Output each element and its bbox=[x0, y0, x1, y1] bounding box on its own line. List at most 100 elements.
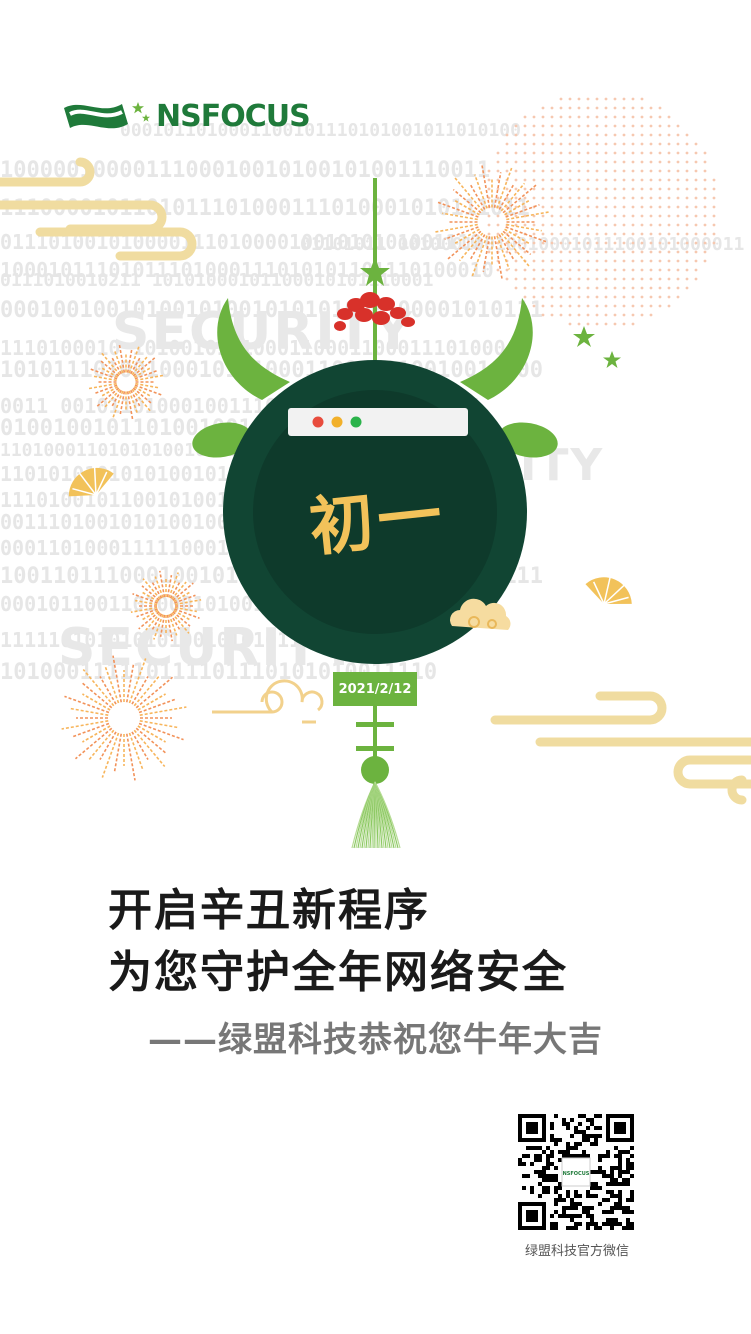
dot bbox=[487, 223, 491, 227]
dot bbox=[649, 151, 653, 155]
dot bbox=[550, 106, 554, 110]
dot bbox=[667, 304, 671, 308]
dot bbox=[559, 313, 563, 317]
dot bbox=[694, 151, 698, 155]
dot bbox=[622, 151, 626, 155]
dot bbox=[712, 223, 716, 227]
firework bbox=[61, 655, 187, 781]
dot bbox=[586, 196, 590, 200]
dot bbox=[523, 214, 527, 218]
dot bbox=[604, 124, 608, 128]
dot bbox=[676, 196, 680, 200]
dot bbox=[631, 259, 635, 263]
dot bbox=[541, 142, 545, 146]
binary-row: 1000001000011100010010100101001110011 bbox=[0, 160, 491, 182]
dot bbox=[667, 268, 671, 272]
dot bbox=[685, 241, 689, 245]
dot bbox=[577, 241, 581, 245]
dot bbox=[649, 277, 653, 281]
dot bbox=[523, 169, 527, 173]
dot bbox=[694, 196, 698, 200]
dot bbox=[676, 160, 680, 164]
dot bbox=[541, 232, 545, 236]
dot bbox=[595, 277, 599, 281]
dot bbox=[613, 187, 617, 191]
dot bbox=[568, 160, 572, 164]
dot bbox=[613, 322, 617, 326]
dot bbox=[694, 169, 698, 173]
dot bbox=[640, 223, 644, 227]
dot bbox=[604, 304, 608, 308]
dot bbox=[523, 268, 527, 272]
dot bbox=[514, 286, 518, 290]
dot bbox=[658, 241, 662, 245]
dot bbox=[577, 169, 581, 173]
dot bbox=[586, 259, 590, 263]
dot bbox=[694, 142, 698, 146]
dot bbox=[694, 241, 698, 245]
dot bbox=[613, 304, 617, 308]
dot bbox=[559, 295, 563, 299]
dot bbox=[622, 205, 626, 209]
dot bbox=[631, 286, 635, 290]
dot bbox=[577, 205, 581, 209]
dot bbox=[604, 115, 608, 119]
dot bbox=[631, 268, 635, 272]
dot bbox=[676, 295, 680, 299]
dot bbox=[712, 178, 716, 182]
dot bbox=[523, 124, 527, 128]
dot bbox=[487, 214, 491, 218]
dot bbox=[613, 232, 617, 236]
dot bbox=[622, 223, 626, 227]
dot bbox=[667, 196, 671, 200]
dot bbox=[595, 268, 599, 272]
dot bbox=[613, 259, 617, 263]
bar-ornament bbox=[356, 746, 394, 751]
dot bbox=[559, 277, 563, 281]
dot bbox=[622, 142, 626, 146]
dot bbox=[667, 115, 671, 119]
dot bbox=[631, 223, 635, 227]
dot bbox=[667, 205, 671, 209]
dot bbox=[550, 169, 554, 173]
dot bbox=[604, 268, 608, 272]
dot bbox=[505, 133, 509, 137]
firework bbox=[130, 570, 202, 642]
dot bbox=[667, 241, 671, 245]
dot bbox=[595, 304, 599, 308]
dot bbox=[523, 151, 527, 155]
dot bbox=[604, 178, 608, 182]
dot bbox=[604, 232, 608, 236]
dot bbox=[541, 304, 545, 308]
dot bbox=[631, 250, 635, 254]
dot bbox=[604, 142, 608, 146]
dot bbox=[649, 268, 653, 272]
dot bbox=[658, 223, 662, 227]
dot bbox=[685, 178, 689, 182]
dot bbox=[703, 223, 707, 227]
dot bbox=[595, 223, 599, 227]
dot bbox=[604, 259, 608, 263]
dot bbox=[559, 205, 563, 209]
dot bbox=[559, 97, 563, 101]
dot bbox=[622, 295, 626, 299]
date-label: 2021/2/12 bbox=[338, 681, 412, 697]
dot bbox=[568, 223, 572, 227]
dot bbox=[667, 232, 671, 236]
dot bbox=[541, 214, 545, 218]
dot bbox=[514, 277, 518, 281]
dot bbox=[550, 313, 554, 317]
dot bbox=[613, 241, 617, 245]
dot bbox=[577, 277, 581, 281]
dot bbox=[622, 313, 626, 317]
flag-logo-icon bbox=[64, 102, 150, 129]
dot bbox=[550, 223, 554, 227]
dot bbox=[694, 205, 698, 209]
dot bbox=[658, 205, 662, 209]
dot bbox=[667, 133, 671, 137]
dot bbox=[505, 142, 509, 146]
dot bbox=[613, 268, 617, 272]
dot bbox=[577, 268, 581, 272]
dot bbox=[640, 187, 644, 191]
